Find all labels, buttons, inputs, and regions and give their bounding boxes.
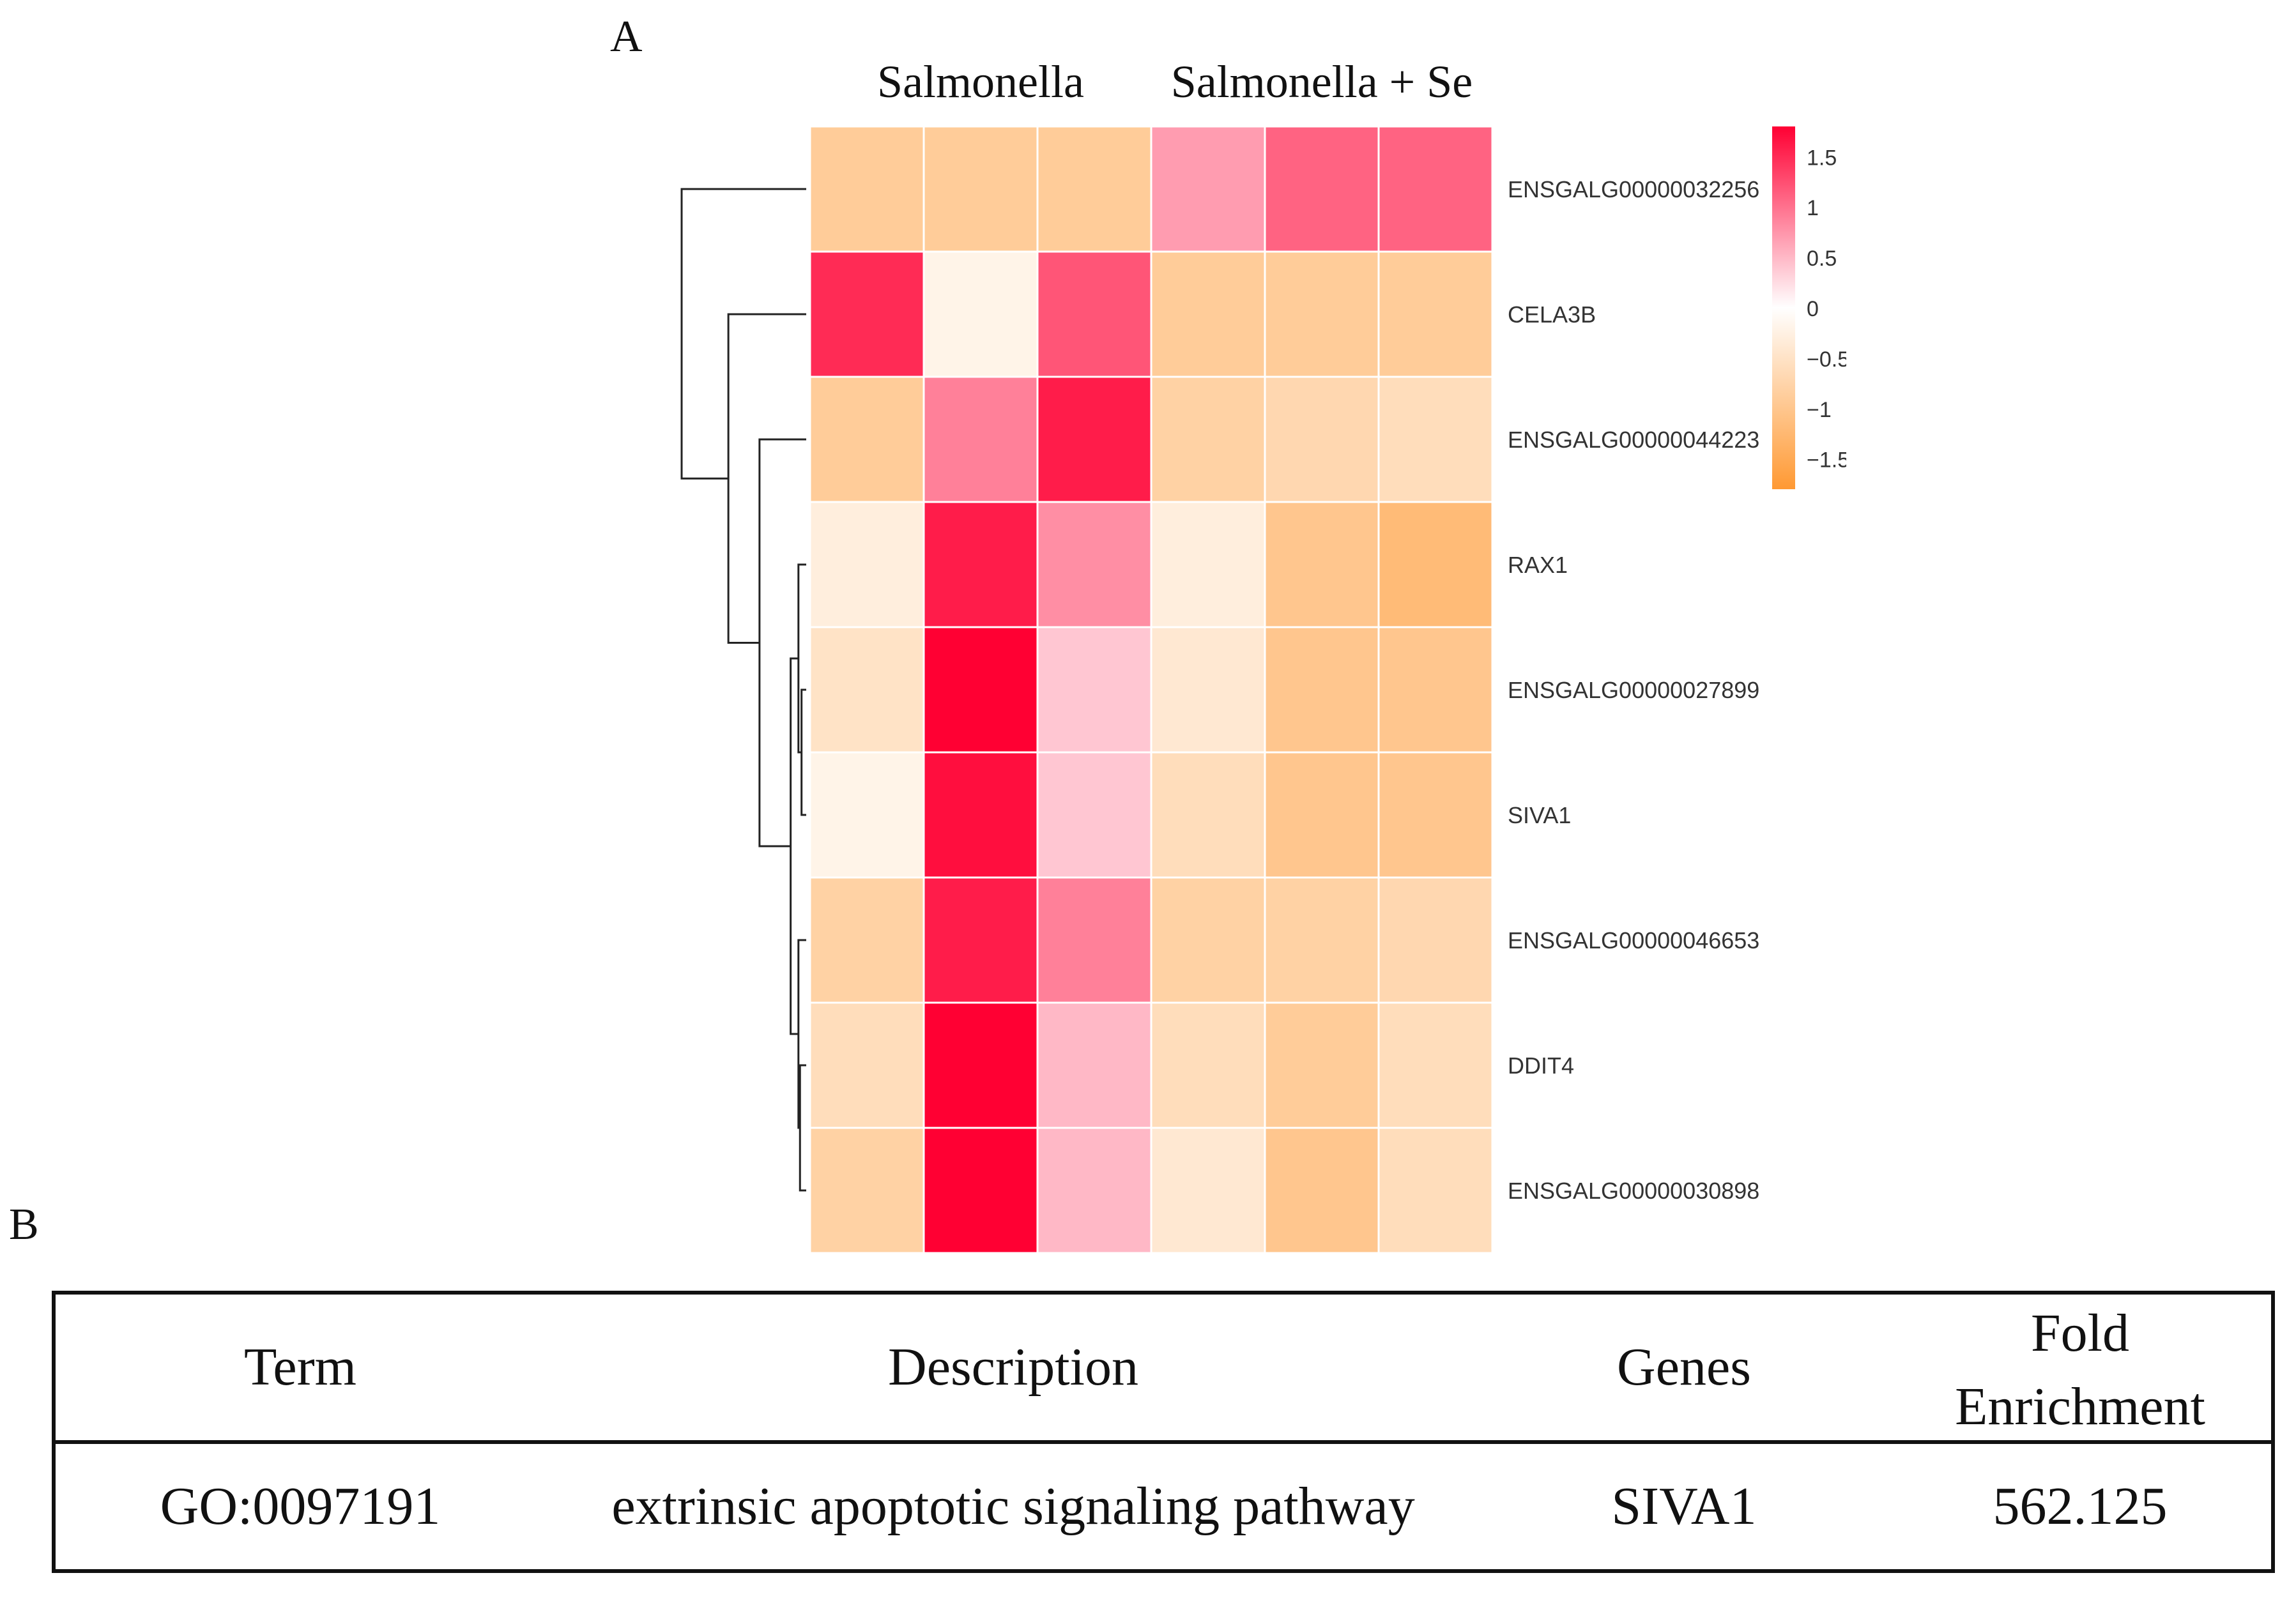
heatmap-cell (1150, 626, 1266, 754)
heatmap-cell (1264, 1127, 1380, 1254)
heatmap-cell (809, 125, 925, 253)
column-group-label: Salmonella (877, 56, 1084, 107)
heatmap-cell (1150, 876, 1266, 1004)
header-enrichment: Enrichment (1955, 1377, 2205, 1436)
heatmap-cell (922, 1001, 1039, 1129)
table-frame (52, 1291, 2275, 1573)
row-label: ENSGALG00000030898 (1508, 1178, 1759, 1204)
row-label: CELA3B (1508, 301, 1596, 328)
heatmap-cell (809, 1001, 925, 1129)
heatmap-cell (1264, 376, 1380, 503)
row-dendrogram (680, 188, 806, 1192)
heatmap-cell (1150, 125, 1266, 253)
heatmap-cell (1036, 876, 1152, 1004)
legend-tick-label: 0 (1807, 297, 1819, 321)
heatmap-cell (922, 626, 1039, 754)
heatmap-cell (1150, 1001, 1266, 1129)
row-labels: ENSGALG00000032256 CELA3B ENSGALG000000442… (1508, 176, 1759, 1204)
heatmap-cell (809, 376, 925, 503)
dendrogram-branch (790, 657, 799, 1035)
table-row: GO:0097191 extrinsic apoptotic signaling… (160, 1477, 2168, 1536)
heatmap-cell (1377, 1127, 1494, 1254)
heatmap-cell (1036, 250, 1152, 378)
cell-fold-enrichment: 562.125 (1993, 1477, 2168, 1536)
heatmap-cell (1264, 626, 1380, 754)
row-label: ENSGALG00000032256 (1508, 176, 1759, 202)
heatmap-cell (1036, 501, 1152, 628)
heatmap-cell (1377, 250, 1494, 378)
column-group-labels: Salmonella Salmonella + Se (877, 56, 1473, 107)
heatmap-cell (1036, 626, 1152, 754)
heatmap-cell (1150, 1127, 1266, 1254)
heatmap-cell (1264, 751, 1380, 879)
heatmap-cell (1264, 250, 1380, 378)
heatmap-cell (1150, 250, 1266, 378)
heatmap-cell (809, 876, 925, 1004)
panel-a-label: A (610, 12, 643, 61)
header-fold: Fold (2031, 1303, 2129, 1363)
heatmap-cell (1377, 626, 1494, 754)
enrichment-table: Term Description Genes Fold Enrichment G… (52, 1291, 2275, 1573)
row-label: DDIT4 (1508, 1052, 1574, 1079)
dendrogram-branch (758, 438, 806, 847)
legend-tick-label: −1.5 (1807, 448, 1849, 473)
header-description: Description (888, 1337, 1138, 1397)
heatmap-cell (1036, 376, 1152, 503)
panel-b-label: B (9, 1200, 39, 1249)
row-label: SIVA1 (1508, 802, 1571, 828)
dendrogram-branch (800, 688, 806, 816)
row-label: ENSGALG00000027899 (1508, 677, 1759, 703)
heatmap-cell (1264, 1001, 1380, 1129)
row-label: ENSGALG00000046653 (1508, 927, 1759, 953)
heatmap-cell (1150, 501, 1266, 628)
heatmap-cell (1264, 501, 1380, 628)
heatmap-cell (1264, 876, 1380, 1004)
row-label: RAX1 (1508, 552, 1568, 578)
cell-description: extrinsic apoptotic signaling pathway (611, 1477, 1414, 1536)
heatmap-cell (1036, 125, 1152, 253)
legend-tick-label: −1 (1807, 398, 1832, 422)
dendrogram-branch (727, 313, 806, 644)
heatmap-cell (922, 125, 1039, 253)
heatmap-cell (922, 1127, 1039, 1254)
heatmap-cell (1377, 1001, 1494, 1129)
dendrogram-branch (680, 188, 806, 480)
heatmap-cell (1150, 376, 1266, 503)
heatmap-cell (809, 626, 925, 754)
row-label: ENSGALG00000044223 (1508, 427, 1759, 453)
legend-tick-label: 1 (1807, 196, 1819, 220)
heatmap-cell (1377, 751, 1494, 879)
header-term: Term (244, 1337, 356, 1397)
heatmap-cell (1150, 751, 1266, 879)
heatmap-cell (1377, 376, 1494, 503)
header-genes: Genes (1617, 1337, 1751, 1397)
heatmap: Salmonella Salmonella + Se ENSGALG0000003… (680, 56, 1849, 1254)
heatmap-cell (1036, 1127, 1152, 1254)
heatmap-cell (1377, 501, 1494, 628)
color-legend-bar (1772, 126, 1795, 489)
heatmap-cell (809, 501, 925, 628)
cell-term: GO:0097191 (160, 1477, 441, 1536)
heatmap-cells (809, 125, 1494, 1254)
color-legend: 1.5 1 0.5 0 −0.5 −1 −1.5 (1772, 126, 1849, 489)
column-group-label: Salmonella + Se (1171, 56, 1473, 107)
legend-tick-label: 0.5 (1807, 247, 1837, 271)
heatmap-cell (809, 1127, 925, 1254)
cell-genes: SIVA1 (1611, 1477, 1756, 1536)
heatmap-cell (922, 751, 1039, 879)
legend-tick-label: −0.5 (1807, 347, 1849, 372)
heatmap-cell (922, 376, 1039, 503)
heatmap-cell (1377, 125, 1494, 253)
heatmap-cell (809, 751, 925, 879)
heatmap-cell (1377, 876, 1494, 1004)
heatmap-cell (922, 250, 1039, 378)
heatmap-cell (1036, 1001, 1152, 1129)
heatmap-cell (1036, 751, 1152, 879)
legend-tick-label: 1.5 (1807, 146, 1837, 170)
heatmap-cell (1264, 125, 1380, 253)
heatmap-cell (922, 876, 1039, 1004)
heatmap-cell (809, 250, 925, 378)
heatmap-cell (922, 501, 1039, 628)
